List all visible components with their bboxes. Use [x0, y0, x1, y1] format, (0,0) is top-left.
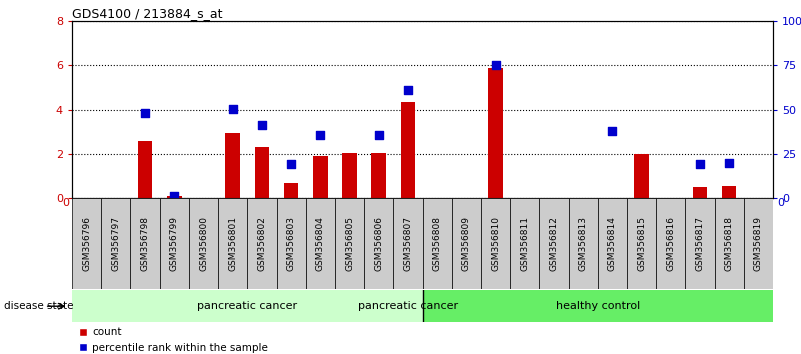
Text: GSM356812: GSM356812 — [549, 216, 558, 271]
Text: GSM356798: GSM356798 — [141, 216, 150, 271]
Bar — [284, 183, 299, 198]
Bar — [364, 198, 393, 289]
Bar — [372, 153, 386, 198]
Bar — [218, 198, 248, 289]
Bar — [72, 198, 101, 289]
Bar — [159, 198, 189, 289]
Bar — [313, 156, 328, 198]
Text: GSM356800: GSM356800 — [199, 216, 208, 271]
Bar — [569, 198, 598, 289]
Text: GSM356801: GSM356801 — [228, 216, 237, 271]
Bar — [489, 68, 503, 198]
Bar — [342, 153, 356, 198]
Bar — [423, 198, 452, 289]
Text: GSM356816: GSM356816 — [666, 216, 675, 271]
Text: GSM356810: GSM356810 — [491, 216, 500, 271]
Bar — [627, 198, 656, 289]
Text: GSM356807: GSM356807 — [404, 216, 413, 271]
Point — [227, 106, 239, 112]
Text: pancreatic cancer: pancreatic cancer — [358, 301, 458, 311]
Point — [694, 161, 706, 167]
Bar — [598, 198, 627, 289]
Bar — [225, 133, 240, 198]
Point — [401, 87, 414, 93]
Bar — [335, 198, 364, 289]
Point — [723, 160, 735, 166]
Text: GSM356804: GSM356804 — [316, 216, 325, 271]
Text: GSM356809: GSM356809 — [462, 216, 471, 271]
Text: 0: 0 — [62, 198, 69, 208]
Bar — [722, 186, 736, 198]
Text: GSM356818: GSM356818 — [725, 216, 734, 271]
Point — [606, 128, 618, 133]
Text: GSM356817: GSM356817 — [695, 216, 704, 271]
Bar — [656, 198, 686, 289]
Bar — [101, 198, 131, 289]
Text: 0: 0 — [777, 198, 784, 208]
Bar — [255, 147, 269, 198]
Point — [372, 132, 385, 138]
Point — [139, 110, 151, 116]
Text: GSM356813: GSM356813 — [578, 216, 588, 271]
Text: GSM356803: GSM356803 — [287, 216, 296, 271]
Text: healthy control: healthy control — [556, 301, 640, 311]
Bar — [400, 102, 415, 198]
Bar — [167, 196, 182, 198]
Bar — [306, 198, 335, 289]
Bar — [138, 141, 152, 198]
Bar — [510, 198, 539, 289]
Bar — [686, 198, 714, 289]
Text: GSM356797: GSM356797 — [111, 216, 120, 271]
Text: GSM356796: GSM356796 — [83, 216, 91, 271]
Text: GSM356808: GSM356808 — [433, 216, 441, 271]
Point — [314, 132, 327, 138]
Text: GSM356805: GSM356805 — [345, 216, 354, 271]
Legend: count, percentile rank within the sample: count, percentile rank within the sample — [78, 327, 268, 353]
Point — [489, 63, 502, 68]
Bar — [131, 198, 159, 289]
Point — [168, 193, 181, 199]
Text: GSM356802: GSM356802 — [257, 216, 267, 271]
Bar — [72, 290, 423, 322]
Bar — [481, 198, 510, 289]
Text: GSM356799: GSM356799 — [170, 216, 179, 271]
Text: GSM356811: GSM356811 — [520, 216, 529, 271]
Bar — [393, 198, 423, 289]
Bar — [744, 198, 773, 289]
Bar — [423, 290, 773, 322]
Bar — [276, 198, 306, 289]
Text: GSM356806: GSM356806 — [374, 216, 383, 271]
Bar — [693, 187, 707, 198]
Point — [284, 161, 297, 167]
Text: disease state: disease state — [4, 301, 74, 311]
Text: pancreatic cancer: pancreatic cancer — [197, 301, 297, 311]
Text: GSM356815: GSM356815 — [637, 216, 646, 271]
Text: GDS4100 / 213884_s_at: GDS4100 / 213884_s_at — [72, 7, 223, 20]
Text: GSM356819: GSM356819 — [754, 216, 763, 271]
Bar — [539, 198, 569, 289]
Bar — [189, 198, 218, 289]
Text: GSM356814: GSM356814 — [608, 216, 617, 271]
Bar — [714, 198, 744, 289]
Bar — [248, 198, 276, 289]
Bar — [634, 154, 649, 198]
Point — [256, 122, 268, 128]
Bar — [452, 198, 481, 289]
